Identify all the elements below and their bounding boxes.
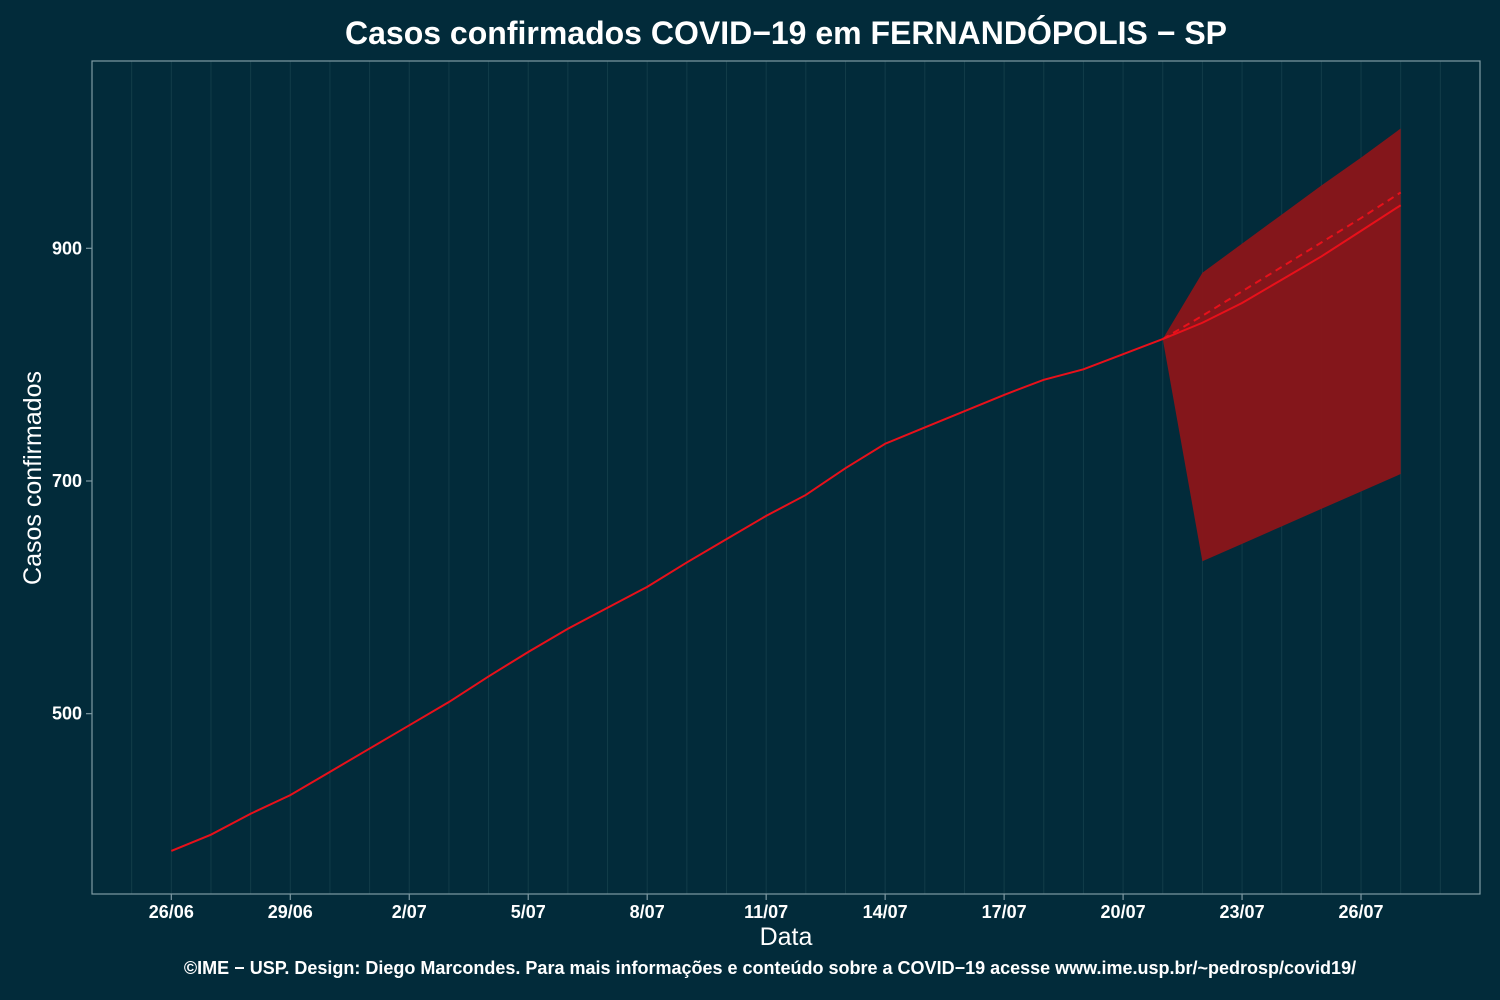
x-tick-label: 17/07 bbox=[982, 902, 1027, 922]
x-tick-label: 5/07 bbox=[511, 902, 546, 922]
y-tick-label: 500 bbox=[52, 704, 82, 724]
y-axis-title: Casos confirmados bbox=[19, 371, 47, 585]
x-tick-label: 26/06 bbox=[149, 902, 194, 922]
x-tick-label: 2/07 bbox=[392, 902, 427, 922]
x-tick-label: 11/07 bbox=[744, 902, 788, 922]
caption: ©IME − USP. Design: Diego Marcondes. Par… bbox=[184, 958, 1356, 978]
y-tick-label: 700 bbox=[52, 471, 82, 491]
x-tick-label: 29/06 bbox=[268, 902, 313, 922]
confidence-band bbox=[1162, 128, 1401, 562]
plot-border bbox=[91, 60, 1481, 895]
series-line-cases bbox=[170, 204, 1402, 852]
y-tick-label: 900 bbox=[52, 238, 82, 258]
x-tick-label: 14/07 bbox=[863, 902, 908, 922]
chart-title: Casos confirmados COVID−19 em FERNANDÓPO… bbox=[345, 15, 1227, 51]
series-line-projection bbox=[1162, 191, 1402, 340]
x-tick-label: 26/07 bbox=[1339, 902, 1384, 922]
x-axis-title: Data bbox=[760, 923, 813, 951]
plot-area: 500 700 900 26/06 29/06 2/07 5/07 8/07 11/07 14/0… bbox=[52, 60, 1481, 922]
x-tick-label: 8/07 bbox=[630, 902, 665, 922]
x-tick-label: 20/07 bbox=[1101, 902, 1146, 922]
x-tick-label: 23/07 bbox=[1220, 902, 1265, 922]
